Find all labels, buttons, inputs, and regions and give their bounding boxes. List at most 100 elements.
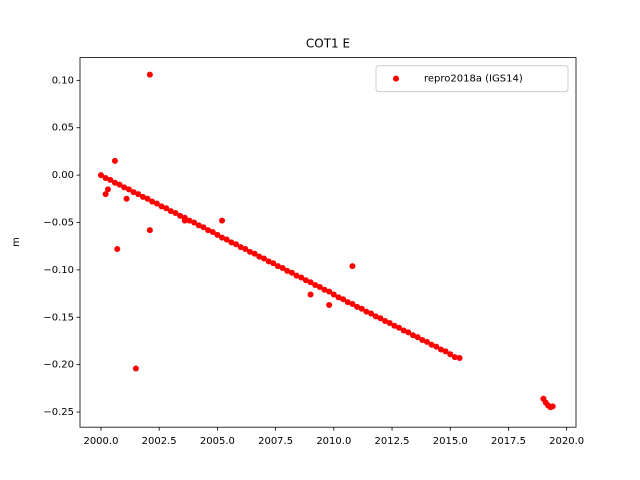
data-point [451, 354, 458, 361]
data-point [288, 269, 295, 276]
data-point [419, 337, 426, 344]
x-tick-label: 2020.0 [549, 436, 584, 447]
data-point [321, 286, 328, 293]
data-point [274, 263, 281, 270]
x-tick-label: 2005.0 [200, 436, 235, 447]
data-point [116, 181, 123, 188]
data-point [409, 332, 416, 339]
data-point [442, 348, 449, 355]
data-point [219, 217, 226, 224]
data-point [144, 195, 151, 202]
data-point [228, 239, 235, 246]
data-point [242, 246, 249, 253]
data-point [102, 174, 109, 181]
data-point [181, 217, 188, 224]
y-tick-label: 0.00 [52, 170, 74, 181]
data-point [146, 71, 153, 78]
data-point [335, 294, 342, 301]
data-point [114, 246, 121, 253]
y-tick-label: −0.10 [43, 265, 74, 276]
data-point [132, 365, 139, 372]
x-tick-label: 2012.5 [375, 436, 410, 447]
data-point [167, 208, 174, 215]
x-tick-label: 2015.0 [433, 436, 468, 447]
data-point [223, 236, 230, 243]
data-point [302, 277, 309, 284]
x-tick-label: 2007.5 [258, 436, 293, 447]
legend-label: repro2018a (IGS14) [424, 74, 523, 85]
x-tick-label: 2000.0 [83, 436, 118, 447]
data-point [102, 191, 109, 198]
data-point [237, 244, 244, 251]
data-point [123, 195, 130, 202]
data-point [447, 351, 454, 358]
chart-title: COT1 E [306, 37, 350, 51]
y-tick-label: −0.15 [43, 312, 74, 323]
data-point [146, 227, 153, 234]
data-point [260, 255, 267, 262]
data-point [233, 241, 240, 248]
data-point [437, 346, 444, 353]
data-point [121, 184, 128, 191]
data-point [354, 303, 361, 310]
data-point [97, 172, 104, 179]
y-axis-label: m [11, 237, 22, 247]
data-point [307, 279, 314, 286]
data-point [246, 248, 253, 255]
data-point [158, 203, 165, 210]
data-point [219, 234, 226, 241]
data-point [298, 274, 305, 281]
y-tick-label: −0.25 [43, 407, 74, 418]
data-point [377, 315, 384, 322]
data-point [214, 231, 221, 238]
y-tick-label: −0.20 [43, 360, 74, 371]
data-point [326, 301, 333, 308]
data-point [344, 299, 351, 306]
data-point [135, 191, 142, 198]
data-point [186, 217, 193, 224]
data-point [316, 283, 323, 290]
data-point [205, 227, 212, 234]
data-point [396, 324, 403, 331]
data-point [423, 338, 430, 345]
data-point [139, 193, 146, 200]
data-point [414, 334, 421, 341]
y-tick-label: −0.05 [43, 217, 74, 228]
data-point [400, 327, 407, 334]
data-point [163, 205, 170, 212]
data-point [428, 341, 435, 348]
data-point [307, 291, 314, 298]
data-point [349, 263, 356, 270]
data-point [265, 258, 272, 265]
data-point [149, 198, 156, 205]
legend-box [375, 65, 569, 93]
data-point [251, 250, 258, 257]
data-point [172, 210, 179, 217]
data-point [256, 253, 263, 260]
plot-frame [79, 57, 577, 428]
data-point [111, 157, 118, 164]
y-tick-label: 0.05 [52, 123, 74, 134]
data-point [363, 308, 370, 315]
data-point [405, 329, 412, 336]
data-point [270, 260, 277, 267]
y-tick-label: 0.10 [52, 75, 74, 86]
data-point [391, 322, 398, 329]
data-point [195, 222, 202, 229]
data-point [200, 224, 207, 231]
data-point [549, 403, 556, 410]
data-point [284, 267, 291, 274]
data-point [349, 301, 356, 307]
data-point [293, 272, 300, 279]
x-tick-label: 2017.5 [491, 436, 526, 447]
data-point [368, 310, 375, 317]
x-tick-label: 2010.0 [316, 436, 351, 447]
data-point [104, 186, 111, 193]
data-point [358, 305, 365, 312]
data-point [177, 212, 184, 219]
data-point [382, 318, 389, 325]
data-point [107, 176, 114, 183]
data-point [191, 219, 198, 226]
data-point [209, 228, 216, 235]
data-point [326, 288, 333, 295]
